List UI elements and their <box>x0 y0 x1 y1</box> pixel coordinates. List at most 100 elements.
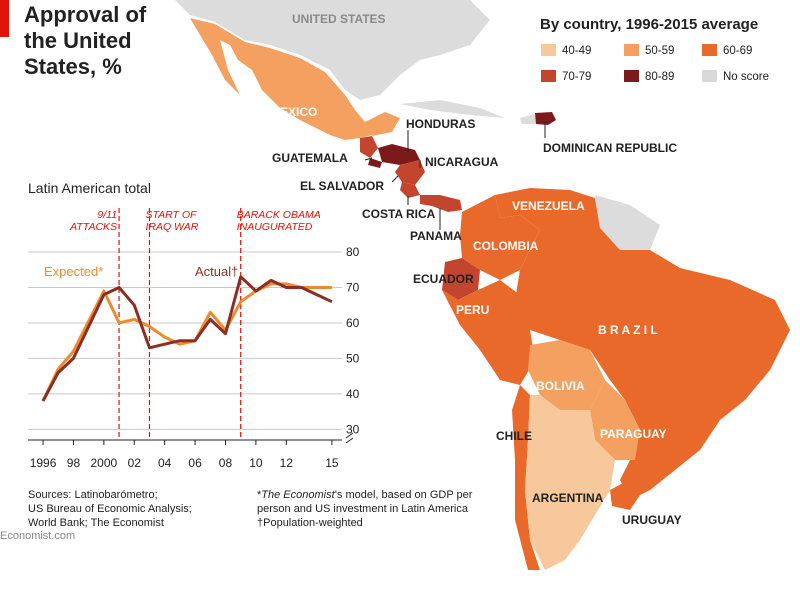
label-mexico: MEXICO <box>270 105 317 119</box>
map-guatemala <box>360 136 378 158</box>
legend-item: No score <box>702 70 769 86</box>
x-tick-label: 04 <box>158 456 172 470</box>
series-labels: Expected* Actual† <box>44 264 238 279</box>
map-yucatan <box>365 112 400 136</box>
legend-swatch <box>624 44 639 56</box>
y-tick-label: 50 <box>346 351 360 365</box>
footnote-prefix: * <box>257 489 262 501</box>
label-bolivia: BOLIVIA <box>536 379 585 393</box>
map-peru <box>442 280 535 385</box>
legend-item: 80-89 <box>624 70 674 86</box>
label-nicaragua: NICARAGUA <box>425 155 499 169</box>
x-tick-label: 98 <box>67 456 81 470</box>
x-tick-label: 02 <box>128 456 142 470</box>
y-tick-label: 70 <box>346 280 360 294</box>
series-line <box>41 282 332 402</box>
title-line-3: States, % <box>24 54 122 79</box>
map-usa <box>175 0 490 100</box>
series-label-actual: Actual† <box>195 264 238 279</box>
legend-swatch <box>541 44 556 56</box>
label-ecuador: ECUADOR <box>413 272 474 286</box>
label-colombia: COLOMBIA <box>473 239 539 253</box>
map-brazil <box>515 228 790 500</box>
legend-label: 50-59 <box>645 45 675 57</box>
label-el-salvador: EL SALVADOR <box>300 179 384 193</box>
chart-title: Approval of the United States, % <box>24 2 146 80</box>
source-line: World Bank; The Economist <box>28 517 164 529</box>
map-nicaragua <box>395 160 425 185</box>
label-panama: PANAMA <box>410 229 462 243</box>
legend-swatch <box>702 70 717 82</box>
map-honduras <box>378 144 420 165</box>
map-dominican-republic <box>535 112 556 125</box>
legend-label: No score <box>723 71 770 83</box>
map-mexico <box>190 18 372 140</box>
label-argentina: ARGENTINA <box>532 491 604 505</box>
map-panama <box>420 195 462 212</box>
y-tick-label: 30 <box>346 422 360 436</box>
legend-label: 70-79 <box>562 71 592 83</box>
x-tick-label: 1996 <box>30 456 57 470</box>
legend-label: 60-69 <box>723 45 753 57</box>
sources: Sources: Latinobarómetro; US Bureau of E… <box>28 488 192 530</box>
event-label: IRAQ WAR <box>145 221 198 233</box>
label-guatemala: GUATEMALA <box>272 151 348 165</box>
axis-break-mark <box>345 432 354 444</box>
y-tick-label: 60 <box>346 316 360 330</box>
footnote-line-3: †Population-weighted <box>257 517 363 529</box>
map-paraguay <box>590 380 640 460</box>
map-legend: 40-49 50-59 60-69 70-79 80-89 No score <box>541 44 800 94</box>
x-tick-label: 15 <box>325 456 339 470</box>
chart-subtitle: Latin American total <box>28 180 151 196</box>
legend-label: 80-89 <box>645 71 675 83</box>
label-honduras: HONDURAS <box>406 117 475 131</box>
label-brazil: B R A Z I L <box>598 323 658 337</box>
legend-label: 40-49 <box>562 45 592 57</box>
legend-item: 50-59 <box>624 44 674 60</box>
x-tick-label: 12 <box>280 456 294 470</box>
legend-item: 40-49 <box>541 44 591 60</box>
event-label: START OF <box>145 209 197 221</box>
footnote: *The Economist’s model, based on GDP per… <box>257 488 485 530</box>
source-line: US Bureau of Economic Analysis; <box>28 503 192 515</box>
legend-swatch <box>702 44 717 56</box>
title-line-1: Approval of <box>24 2 147 27</box>
legend-title: By country, 1996-2015 average <box>540 16 759 33</box>
legend-item: 70-79 <box>541 70 591 86</box>
label-paraguay: PARAGUAY <box>600 427 667 441</box>
brand-bar <box>0 0 9 37</box>
event-label: ATTACKS <box>69 221 117 233</box>
title-line-2: the United <box>24 28 132 53</box>
legend-swatch <box>624 70 639 82</box>
label-venezuela: VENEZUELA <box>512 199 585 213</box>
legend-swatch <box>541 70 556 82</box>
map-ecuador <box>442 258 480 300</box>
map-colombia <box>460 195 540 280</box>
x-tick-label: 10 <box>249 456 263 470</box>
footnote-italic: The Economist <box>261 489 335 501</box>
y-tick-label: 40 <box>346 387 360 401</box>
label-peru: PERU <box>456 303 489 317</box>
series-label-expected: Expected* <box>44 264 103 279</box>
x-tick-label: 2000 <box>91 456 118 470</box>
map-chile <box>512 385 540 570</box>
label-dominican-republic: DOMINICAN REPUBLIC <box>543 141 677 155</box>
legend-item: 60-69 <box>702 44 752 60</box>
label-uruguay: URUGUAY <box>622 513 682 527</box>
event-label: BARACK OBAMA <box>237 209 321 221</box>
y-axis-ticks: 30 40 50 60 70 80 <box>346 245 360 436</box>
map-guyanas <box>595 195 660 250</box>
label-chile: CHILE <box>496 429 532 443</box>
map-bolivia <box>528 340 605 410</box>
event-label: 9/11 <box>97 209 117 221</box>
map-haiti <box>520 114 536 124</box>
map-venezuela <box>495 188 600 238</box>
map-uruguay <box>610 482 640 510</box>
source-line: Sources: Latinobarómetro; <box>28 489 158 501</box>
x-tick-label: 08 <box>219 456 233 470</box>
x-axis-ticks: 1996 98 2000 02 04 06 08 10 12 15 <box>30 440 339 470</box>
map-el-salvador <box>368 158 382 168</box>
